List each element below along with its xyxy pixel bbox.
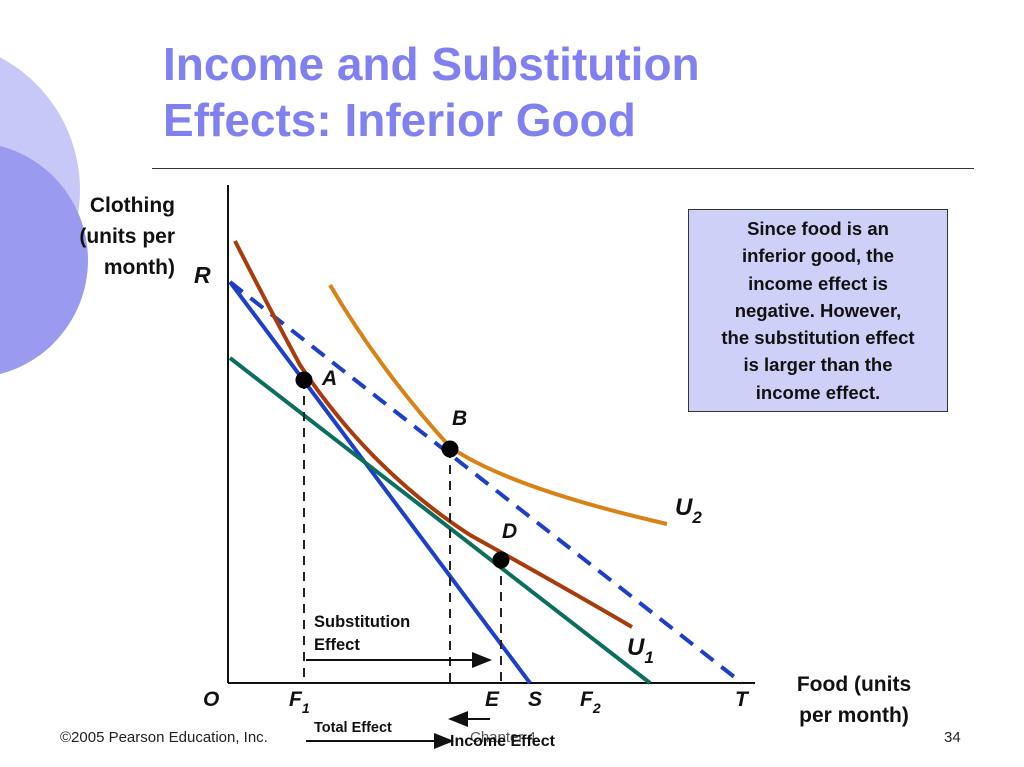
label-R: R	[194, 262, 211, 288]
point-B	[441, 440, 459, 458]
x-axis-label-line: per month)	[799, 704, 909, 727]
total-effect-label: Total Effect	[314, 720, 392, 736]
point-A	[295, 371, 313, 389]
y-axis-label-line: month)	[103, 256, 175, 279]
y-axis-label: Clothing (units per month)	[35, 190, 175, 283]
label-B: B	[452, 407, 467, 430]
title-line-1: Income and Substitution	[163, 38, 700, 90]
title-line-2: Effects: Inferior Good	[163, 94, 636, 146]
label-F1-sub: 1	[302, 700, 310, 716]
label-U2-main: U	[675, 494, 693, 521]
compensated-budget-line	[228, 356, 652, 685]
label-D: D	[502, 520, 517, 543]
label-origin: O	[203, 688, 219, 711]
callout-line: income effect is	[748, 272, 888, 294]
indifference-curve-U1	[233, 240, 634, 629]
label-F1-main: F	[289, 688, 303, 711]
indifference-curve-U2	[328, 283, 668, 526]
footer-page-number: 34	[944, 729, 961, 746]
label-F1: F1	[289, 688, 310, 716]
x-axis-label: Food (units per month)	[764, 669, 944, 731]
callout-line: negative. However,	[734, 299, 902, 321]
new-budget-line-RT	[228, 280, 744, 685]
point-D	[492, 551, 510, 569]
slide-title: Income and Substitution Effects: Inferio…	[163, 36, 983, 148]
title-divider	[152, 168, 974, 169]
substitution-effect-label-line1: Substitution	[314, 613, 410, 631]
callout-line: the substitution effect	[721, 327, 915, 349]
label-U2-sub: 2	[691, 508, 702, 527]
label-F2-sub: 2	[592, 700, 601, 716]
substitution-effect-label-line2: Effect	[314, 636, 360, 654]
label-A: A	[321, 367, 337, 390]
explanation-callout: Since food is an inferior good, the inco…	[688, 209, 948, 412]
label-U1: U1	[627, 634, 654, 667]
label-F2: F2	[580, 688, 601, 716]
y-axis-label-line: Clothing	[89, 194, 175, 217]
label-F2-main: F	[580, 688, 594, 711]
initial-budget-line-RS	[228, 280, 532, 685]
label-U2: U2	[675, 494, 702, 527]
label-T: T	[735, 688, 750, 711]
decor-circle-dark	[0, 145, 88, 375]
callout-line: income effect.	[755, 381, 881, 403]
footer-copyright: ©2005 Pearson Education, Inc.	[60, 729, 268, 746]
callout-line: Since food is an	[747, 218, 889, 239]
y-axis-label-line: (units per	[79, 225, 175, 248]
x-axis-label-line: Food (units	[796, 673, 912, 696]
label-E: E	[485, 688, 500, 711]
callout-line: is larger than the	[743, 354, 893, 376]
label-U1-sub: 1	[644, 648, 653, 667]
label-S: S	[528, 688, 542, 711]
footer-chapter: Chapter 4	[470, 729, 536, 746]
callout-line: inferior good, the	[741, 245, 895, 267]
label-U1-main: U	[627, 634, 645, 661]
